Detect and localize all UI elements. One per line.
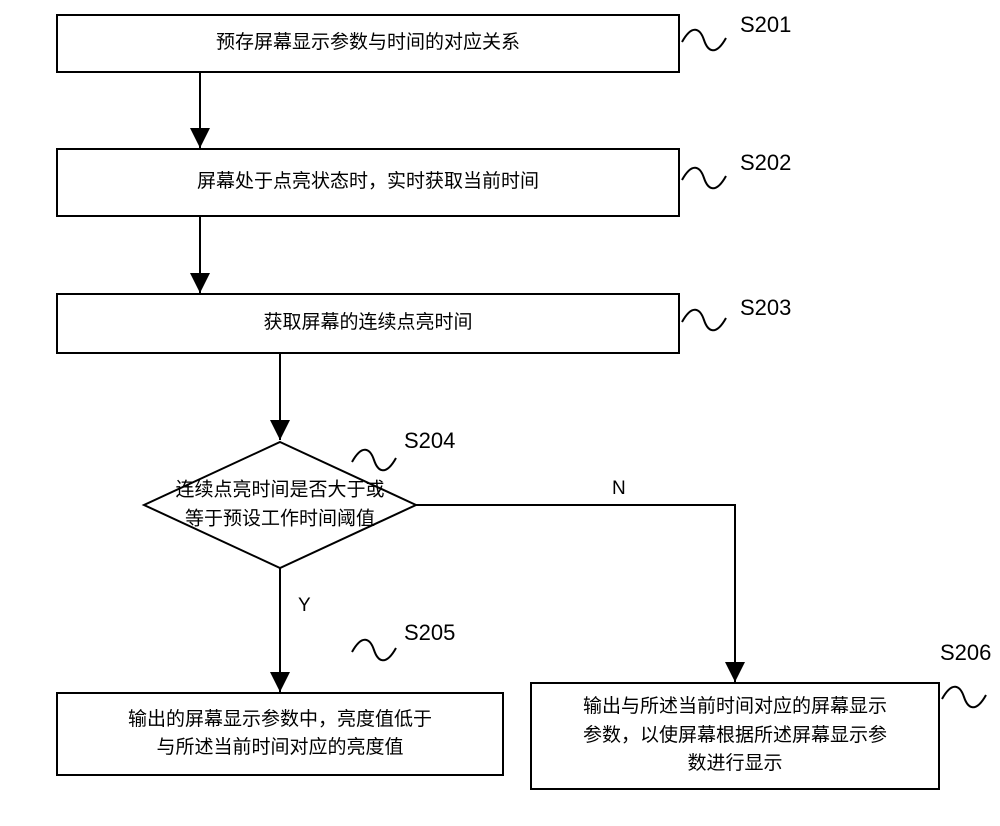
node-s204-text: 连续点亮时间是否大于或 等于预设工作时间阈值 [140,477,420,534]
label-s205: S205 [404,620,455,646]
edge-label-yes: Y [298,595,311,617]
node-s201-text: 预存屏幕显示参数与时间的对应关系 [216,29,520,58]
label-s204: S204 [404,428,455,454]
node-s203: 获取屏幕的连续点亮时间 [56,293,680,354]
node-s202: 屏幕处于点亮状态时，实时获取当前时间 [56,148,680,217]
node-s206: 输出与所述当前时间对应的屏幕显示 参数，以使屏幕根据所述屏幕显示参 数进行显示 [530,682,940,790]
node-s205-text: 输出的屏幕显示参数中，亮度值低于 与所述当前时间对应的亮度值 [128,706,432,763]
node-s201: 预存屏幕显示参数与时间的对应关系 [56,14,680,73]
edge-label-no: N [612,478,626,500]
label-s206: S206 [940,640,991,666]
node-s203-text: 获取屏幕的连续点亮时间 [263,309,472,338]
node-s204: 连续点亮时间是否大于或 等于预设工作时间阈值 [180,455,380,555]
label-s202: S202 [740,150,791,176]
label-s201: S201 [740,12,791,38]
node-s206-text: 输出与所述当前时间对应的屏幕显示 参数，以使屏幕根据所述屏幕显示参 数进行显示 [583,693,887,779]
node-s202-text: 屏幕处于点亮状态时，实时获取当前时间 [197,168,539,197]
label-s203: S203 [740,295,791,321]
node-s205: 输出的屏幕显示参数中，亮度值低于 与所述当前时间对应的亮度值 [56,692,504,776]
